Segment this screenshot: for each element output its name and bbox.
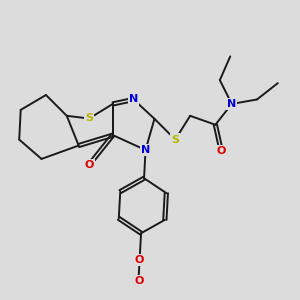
Text: O: O	[135, 255, 144, 265]
Text: N: N	[227, 99, 236, 109]
Text: N: N	[141, 145, 150, 155]
Text: N: N	[129, 94, 138, 104]
Text: O: O	[135, 276, 144, 286]
Text: S: S	[171, 135, 179, 145]
Text: S: S	[85, 113, 93, 124]
Text: O: O	[217, 146, 226, 157]
Text: O: O	[84, 160, 94, 170]
